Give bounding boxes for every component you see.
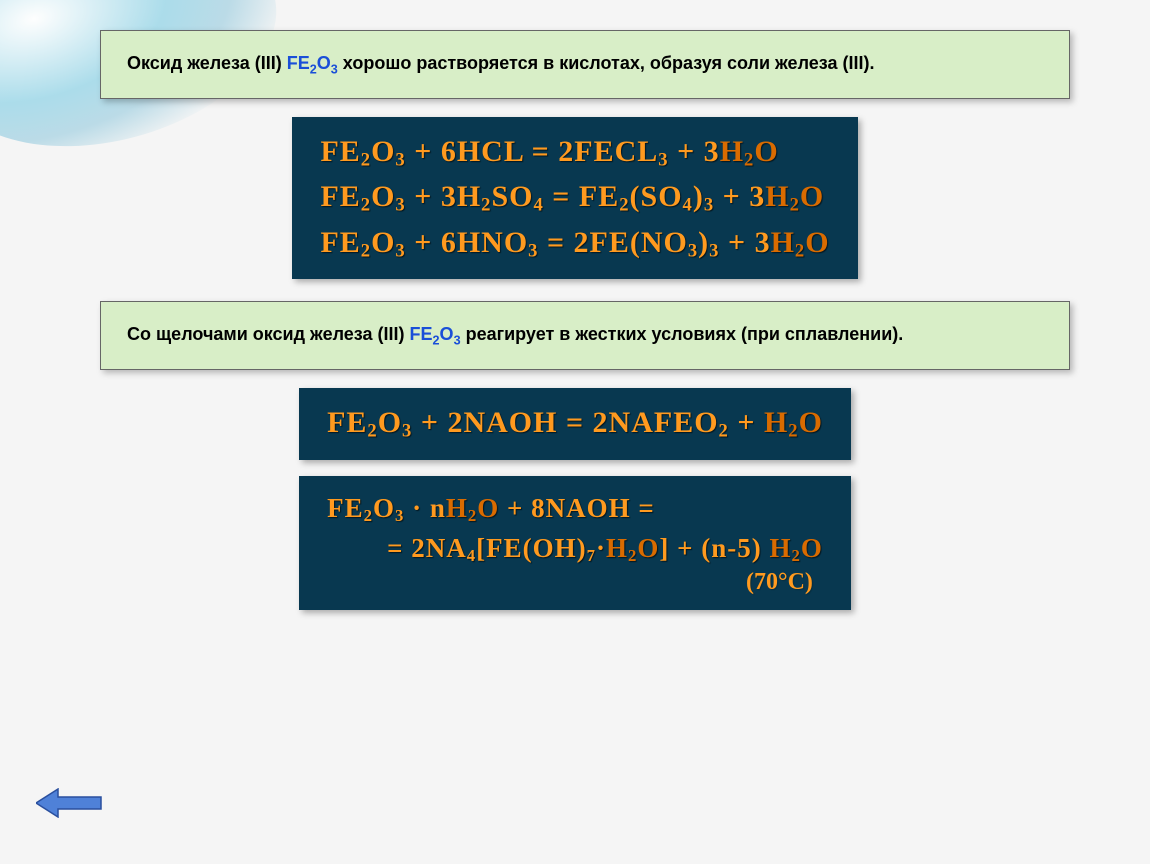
equation-4: FE2O3 + 2NAOH = 2NAFEO2 + H2O bbox=[327, 400, 823, 446]
equation-block-complex: FE2O3 · nH2O + 8NAOH = = 2NA4[FE(OH)7·H2… bbox=[299, 476, 851, 610]
equation-5-temp: (70°C) bbox=[327, 569, 823, 596]
equation-5-line1: FE2O3 · nH2O + 8NAOH = bbox=[327, 488, 823, 529]
textbox-alkali-intro: Со щелочами оксид железа (III) FE2O3 реа… bbox=[100, 301, 1070, 370]
textbox2-part1: Со щелочами оксид железа (III) bbox=[127, 324, 410, 344]
back-arrow-button[interactable] bbox=[36, 788, 102, 818]
equation-3: FE2O3 + 6HNO3 = 2FE(NO3)3 + 3H2O bbox=[320, 220, 829, 266]
arrow-left-icon bbox=[36, 788, 102, 818]
equation-1: FE2O3 + 6HCL = 2FECL3 + 3H2O bbox=[320, 129, 829, 175]
textbox2-part2: реагирует в жестких условиях (при сплавл… bbox=[461, 324, 904, 344]
textbox2-formula: FE2O3 bbox=[410, 324, 461, 344]
textbox1-formula: FE2O3 bbox=[287, 53, 338, 73]
textbox1-part2: хорошо растворяется в кислотах, образуя … bbox=[338, 53, 875, 73]
slide-content: Оксид железа (III) FE2O3 хорошо растворя… bbox=[0, 0, 1150, 864]
equation-2: FE2O3 + 3H2SO4 = FE2(SO4)3 + 3H2O bbox=[320, 174, 829, 220]
textbox-acid-intro: Оксид железа (III) FE2O3 хорошо растворя… bbox=[100, 30, 1070, 99]
equation-block-alkali: FE2O3 + 2NAOH = 2NAFEO2 + H2O bbox=[299, 388, 851, 460]
equation-block-acids: FE2O3 + 6HCL = 2FECL3 + 3H2O FE2O3 + 3H2… bbox=[292, 117, 857, 280]
equation-5-line2: = 2NA4[FE(OH)7·H2O] + (n-5) H2O bbox=[327, 528, 823, 569]
textbox1-part1: Оксид железа (III) bbox=[127, 53, 287, 73]
